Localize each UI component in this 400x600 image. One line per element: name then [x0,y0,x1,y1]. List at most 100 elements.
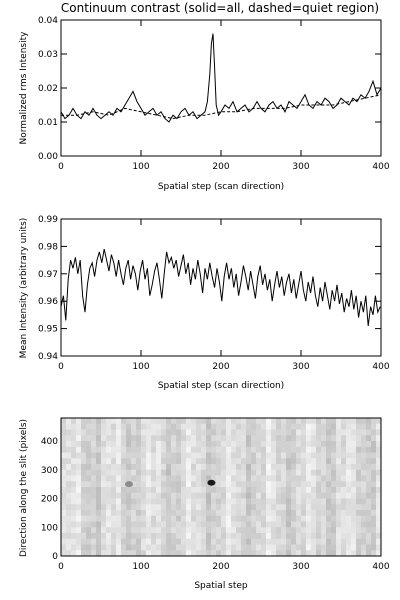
heatmap-cell [211,452,217,459]
heatmap-cell [286,423,292,430]
heatmap-cell [201,441,207,448]
heatmap-cell [136,429,142,436]
x-tick-label: 0 [58,162,64,172]
heatmap-cell [251,492,257,499]
heatmap-cell [336,498,342,505]
heatmap-cell [311,464,317,471]
heatmap-cell [326,510,332,517]
heatmap-cell [321,469,327,476]
heatmap-cell [346,452,352,459]
heatmap-cell [81,538,87,545]
heatmap-cell [281,429,287,436]
heatmap-cell [316,527,322,534]
heatmap-cell [341,441,347,448]
heatmap-cell [361,418,367,425]
heatmap-cell [266,515,272,522]
heatmap-cell [141,446,147,453]
heatmap-cell [96,550,102,557]
heatmap-cell [296,544,302,551]
y-tick-label: 0 [52,552,58,562]
heatmap-cell [61,510,67,517]
heatmap-cell [176,544,182,551]
heatmap-cell [361,504,367,511]
heatmap-cell [111,464,117,471]
heatmap-cell [231,469,237,476]
heatmap-cell [116,446,122,453]
heatmap-cell [346,418,352,425]
heatmap-cell [101,544,107,551]
heatmap-cell [131,464,137,471]
heatmap-cell [326,533,332,540]
heatmap-cell [111,469,117,476]
heatmap-cell [346,464,352,471]
heatmap-cell [266,452,272,459]
heatmap-cell [111,446,117,453]
heatmap-cell [146,510,152,517]
heatmap-cell [301,464,307,471]
heatmap-cell [366,452,372,459]
heatmap-cell [361,510,367,517]
heatmap-cell [291,533,297,540]
heatmap-cell [61,533,67,540]
heatmap-cell [166,475,172,482]
heatmap-cell [101,498,107,505]
heatmap-cell [301,538,307,545]
heatmap-cell [256,418,262,425]
heatmap-cell [316,469,322,476]
heatmap-cell [271,544,277,551]
heatmap-cell [341,510,347,517]
heatmap-cell [121,446,127,453]
y-tick-label: 0.95 [38,325,58,335]
heatmap-cell [71,487,77,494]
heatmap-cell [266,475,272,482]
heatmap-cell [111,418,117,425]
heatmap-cell [141,538,147,545]
heatmap-cell [181,544,187,551]
heatmap-cell [351,429,357,436]
heatmap-cell [126,504,132,511]
heatmap-cell [266,481,272,488]
heatmap-cell [236,418,242,425]
heatmap-cell [261,492,267,499]
heatmap-cell [216,464,222,471]
heatmap-cell [156,418,162,425]
heatmap-cell [136,538,142,545]
heatmap-cell [341,492,347,499]
heatmap-cell [86,487,92,494]
heatmap-cell [246,441,252,448]
heatmap-cell [111,538,117,545]
heatmap-cell [61,527,67,534]
heatmap-cell [371,550,377,557]
heatmap-cell [171,521,177,528]
heatmap-cell [136,423,142,430]
heatmap-cell [371,469,377,476]
heatmap-cell [196,533,202,540]
heatmap-cell [331,469,337,476]
heatmap-cell [161,429,167,436]
heatmap-cell [236,452,242,459]
heatmap-cell [251,550,257,557]
heatmap-cell [86,504,92,511]
heatmap-cell [161,510,167,517]
heatmap-cell [271,533,277,540]
heatmap-cell [166,458,172,465]
heatmap-cell [136,464,142,471]
heatmap-cell [91,418,97,425]
heatmap-cell [76,538,82,545]
heatmap-cell [326,464,332,471]
heatmap-cell [111,498,117,505]
heatmap-cell [176,418,182,425]
heatmap-cell [216,441,222,448]
heatmap-cell [346,504,352,511]
heatmap-cell [356,423,362,430]
heatmap-cell [186,492,192,499]
heatmap-cell [211,492,217,499]
heatmap-cell [251,498,257,505]
heatmap-cell [376,446,382,453]
heatmap-cell [211,458,217,465]
heatmap-cell [71,418,77,425]
heatmap-cell [76,469,82,476]
heatmap-cell [336,464,342,471]
heatmap-cell [311,452,317,459]
heatmap-cell [201,429,207,436]
